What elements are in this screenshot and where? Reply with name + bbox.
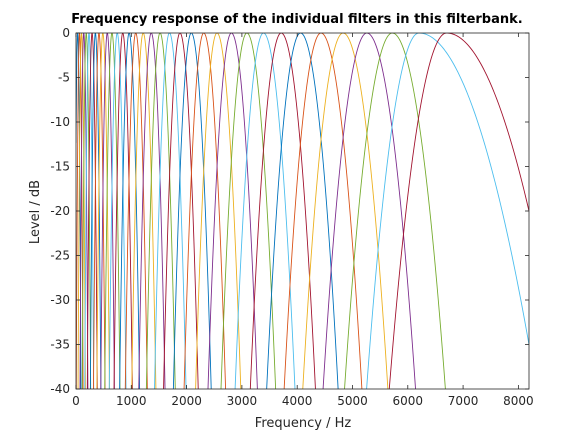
y-axis-ticks: 0 -5 -10 -15 -20 -25 -30 -35 -40 [50, 26, 529, 396]
filter-response-line [183, 33, 227, 389]
filter-response-line [77, 33, 86, 389]
x-tick-label: 6000 [393, 394, 424, 408]
filter-response-line [84, 33, 95, 389]
x-tick-label: 5000 [337, 394, 368, 408]
y-tick-label: -25 [50, 249, 70, 263]
filter-response-line [81, 33, 92, 389]
filter-response-line [172, 33, 212, 389]
x-tick-label: 2000 [171, 394, 202, 408]
y-tick-label: -40 [50, 382, 70, 396]
filter-response-line [76, 33, 84, 389]
x-tick-label: 1000 [116, 394, 147, 408]
filter-response-line [344, 33, 446, 389]
filter-response-line [86, 33, 98, 389]
chart-title: Frequency response of the individual fil… [71, 12, 522, 27]
filter-response-line [163, 33, 199, 389]
y-tick-label: -20 [50, 204, 70, 218]
filter-response-line [104, 33, 121, 389]
filter-response-line [249, 33, 316, 389]
filter-response-line [207, 33, 258, 389]
filter-response-line [131, 33, 157, 389]
filter-response-line [266, 33, 339, 389]
filter-response-line [145, 33, 176, 389]
filter-response-line [220, 33, 277, 389]
x-tick-label: 7000 [448, 394, 479, 408]
y-tick-label: -30 [50, 293, 70, 307]
filter-response-line [89, 33, 102, 389]
filter-response-line [283, 33, 363, 389]
y-tick-label: 0 [62, 26, 70, 40]
x-tick-label: 3000 [227, 394, 258, 408]
filter-response-line [79, 33, 89, 389]
filter-response-line [154, 33, 187, 389]
x-axis-label: Frequency / Hz [255, 416, 352, 431]
x-axis-ticks: 0 1000 2000 3000 4000 5000 6000 7000 8000 [72, 33, 534, 408]
filter-response-line [195, 33, 242, 389]
filter-response-line [108, 33, 127, 389]
filter-response-line [119, 33, 141, 389]
filter-response-line [138, 33, 166, 389]
plot-curves [76, 33, 529, 389]
filter-response-line [234, 33, 296, 389]
filter-response-line [322, 33, 416, 389]
x-tick-label: 4000 [282, 394, 313, 408]
filter-response-line [302, 33, 389, 389]
filter-response-line [96, 33, 110, 389]
filter-response-line [124, 33, 148, 389]
filter-response-line [100, 33, 115, 389]
y-tick-label: -5 [58, 71, 70, 85]
filter-response-line [388, 33, 529, 389]
y-tick-label: -10 [50, 115, 70, 129]
filter-response-line [113, 33, 133, 389]
y-tick-label: -15 [50, 160, 70, 174]
x-tick-label: 0 [72, 394, 80, 408]
x-tick-label: 8000 [503, 394, 534, 408]
y-axis-label: Level / dB [28, 180, 43, 244]
filter-response-line [93, 33, 106, 389]
filter-response-line [366, 33, 529, 389]
y-tick-label: -35 [50, 338, 70, 352]
